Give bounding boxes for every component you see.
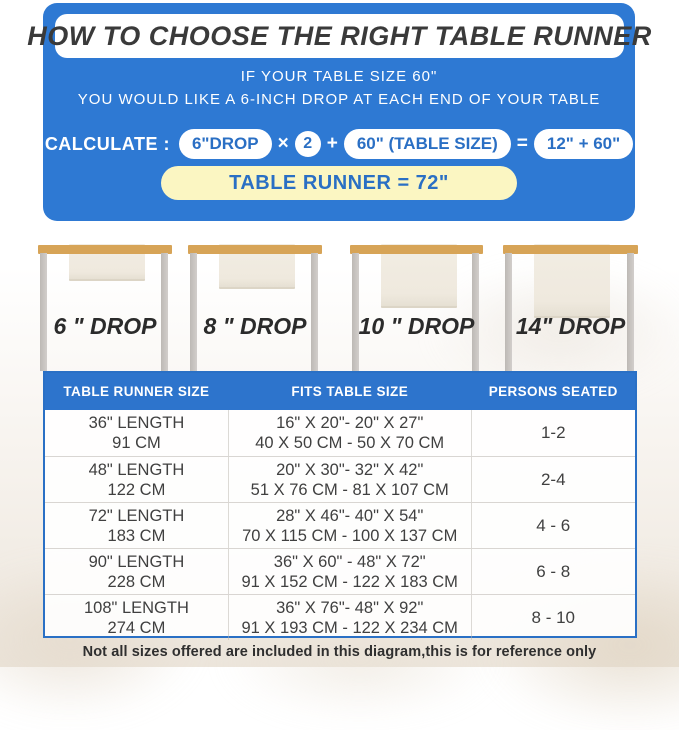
runner-size-cell: 72" LENGTH 183 CM (88, 506, 185, 545)
persons-seated-cell: 1-2 (540, 423, 566, 442)
drop-value-pill: 6"DROP (178, 128, 272, 160)
drop-label: 10 " DROP (358, 313, 475, 339)
size-table-body: 36" LENGTH 91 CM 16" X 20"- 20" X 27" 40… (45, 410, 635, 640)
tabletop (350, 245, 483, 254)
persons-seated-cell: 8 - 10 (531, 607, 575, 627)
drop-label: 8 " DROP (203, 313, 307, 339)
table-row: 48" LENGTH 122 CM 20" X 30"- 32" X 42" 5… (45, 456, 635, 502)
drop-label: 6 " DROP (53, 313, 157, 339)
table-leg (472, 253, 479, 371)
calculation-formula: CALCULATE : 6"DROP × 2 + 60" (TABLE SIZE… (43, 127, 635, 161)
column-header-fits-table: FITS TABLE SIZE (291, 384, 409, 399)
factor-circle: 2 (294, 131, 321, 157)
tabletop (503, 245, 638, 254)
table-illustration-6-drop: 6 " DROP (38, 225, 172, 371)
runner-cloth (534, 244, 610, 318)
header-panel: HOW TO CHOOSE THE RIGHT TABLE RUNNER IF … (27, 3, 651, 221)
page-title: HOW TO CHOOSE THE RIGHT TABLE RUNNER (27, 20, 652, 51)
fits-table-cell: 36" X 60" - 48" X 72" 91 X 152 CM - 122 … (227, 549, 472, 594)
drop-diagrams: 6 " DROP 8 " DROP 10 " DROP 14" DROP (0, 225, 679, 371)
tabletop (38, 245, 172, 254)
size-table: TABLE RUNNER SIZE FITS TABLE SIZE PERSON… (43, 371, 637, 640)
table-leg (627, 253, 634, 371)
persons-seated-cell: 6 - 8 (536, 561, 571, 581)
table-row: 90" LENGTH 228 CM 36" X 60" - 48" X 72" … (45, 548, 635, 594)
table-leg (161, 253, 168, 371)
persons-seated-cell: 2-4 (540, 469, 566, 489)
persons-seated-cell: 4 - 6 (536, 515, 571, 535)
drop-label: 14" DROP (515, 313, 626, 339)
fits-table-cell: 36" X 76"- 48" X 92" 91 X 193 CM - 122 X… (227, 595, 472, 640)
size-table-header: TABLE RUNNER SIZE FITS TABLE SIZE PERSON… (45, 373, 635, 410)
runner-size-cell: 36" LENGTH 91 CM (88, 414, 185, 452)
equals-operator: = (516, 133, 528, 154)
calculate-label: CALCULATE : (44, 133, 170, 154)
runner-size-cell: 48" LENGTH 122 CM (88, 460, 185, 499)
fits-table-cell: 28" X 46"- 40" X 54" 70 X 115 CM - 100 X… (227, 503, 472, 548)
fits-table-cell: 20" X 30"- 32" X 42" 51 X 76 CM - 81 X 1… (227, 457, 472, 502)
infographic-canvas: HOW TO CHOOSE THE RIGHT TABLE RUNNER IF … (0, 3, 679, 730)
disclaimer-note: Not all sizes offered are included in th… (82, 644, 597, 660)
table-illustration-14-drop: 14" DROP (503, 225, 638, 371)
table-row: 108" LENGTH 274 CM 36" X 76"- 48" X 92" … (45, 594, 635, 640)
runner-cloth (381, 244, 457, 308)
multiply-operator: × (277, 133, 289, 154)
title-box: HOW TO CHOOSE THE RIGHT TABLE RUNNER (27, 14, 651, 58)
table-leg (352, 253, 359, 371)
column-header-persons: PERSONS SEATED (488, 384, 618, 399)
subtitle-line-2: YOU WOULD LIKE A 6-INCH DROP AT EACH END… (77, 91, 601, 108)
plus-operator: + (326, 133, 338, 154)
table-leg (311, 253, 318, 371)
table-leg (190, 253, 197, 371)
sum-pill: 12" + 60" (533, 128, 634, 160)
column-header-runner-size: TABLE RUNNER SIZE (63, 384, 210, 399)
runner-result-pill: TABLE RUNNER = 72" (161, 166, 517, 200)
fits-table-cell: 16" X 20"- 20" X 27" 40 X 50 CM - 50 X 7… (227, 410, 472, 456)
tabletop (188, 245, 322, 254)
table-leg (505, 253, 512, 371)
runner-size-cell: 90" LENGTH 228 CM (88, 552, 185, 591)
subtitle-line-1: IF YOUR TABLE SIZE 60" (240, 68, 438, 85)
table-illustration-10-drop: 10 " DROP (350, 225, 483, 371)
table-leg (40, 253, 47, 371)
table-illustration-8-drop: 8 " DROP (188, 225, 322, 371)
table-row: 72" LENGTH 183 CM 28" X 46"- 40" X 54" 7… (45, 502, 635, 548)
table-row: 36" LENGTH 91 CM 16" X 20"- 20" X 27" 40… (45, 410, 635, 456)
runner-size-cell: 108" LENGTH 274 CM (83, 598, 189, 637)
table-size-pill: 60" (TABLE SIZE) (343, 128, 511, 160)
